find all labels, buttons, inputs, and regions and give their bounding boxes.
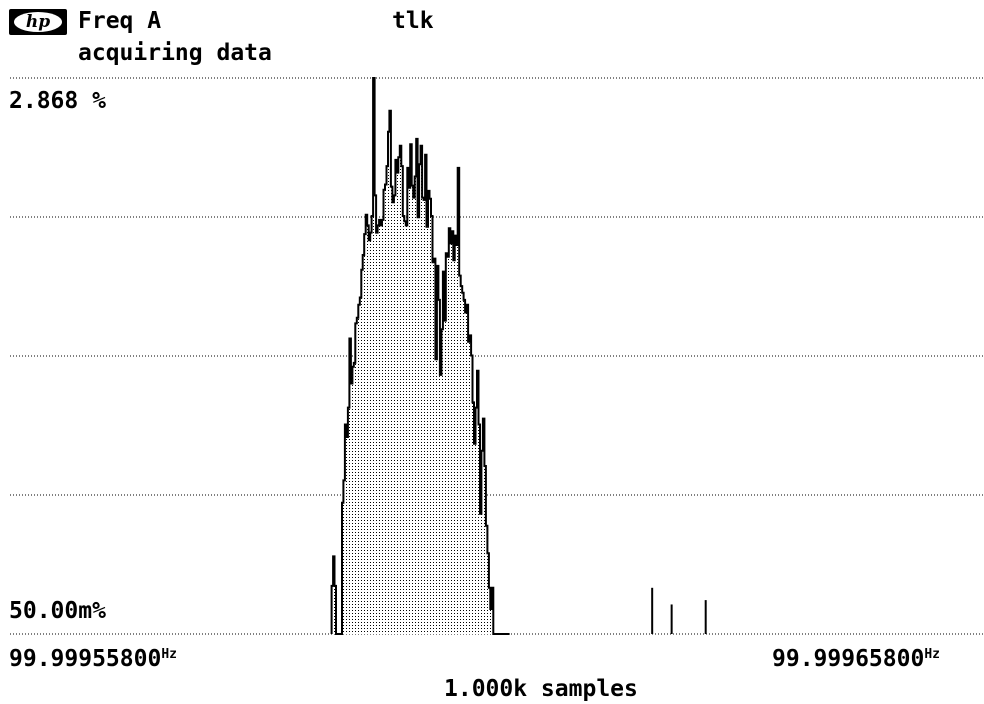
y-bottom-label: 50.00m%	[9, 598, 106, 624]
message-label: acquiring data	[78, 40, 272, 66]
measurement-label: Freq A	[78, 8, 162, 34]
histogram-outline	[330, 77, 510, 635]
hp-logo: hp	[9, 9, 67, 35]
y-top-label: 2.868 %	[9, 88, 106, 114]
x-right-label: 99.99965800Hz	[772, 646, 940, 672]
grid	[10, 77, 983, 635]
status-label: tlk	[392, 8, 434, 34]
logo-text: hp	[26, 12, 50, 32]
x-left-label: 99.99955800Hz	[9, 646, 177, 672]
samples-footer: 1.000k samples	[444, 676, 638, 702]
